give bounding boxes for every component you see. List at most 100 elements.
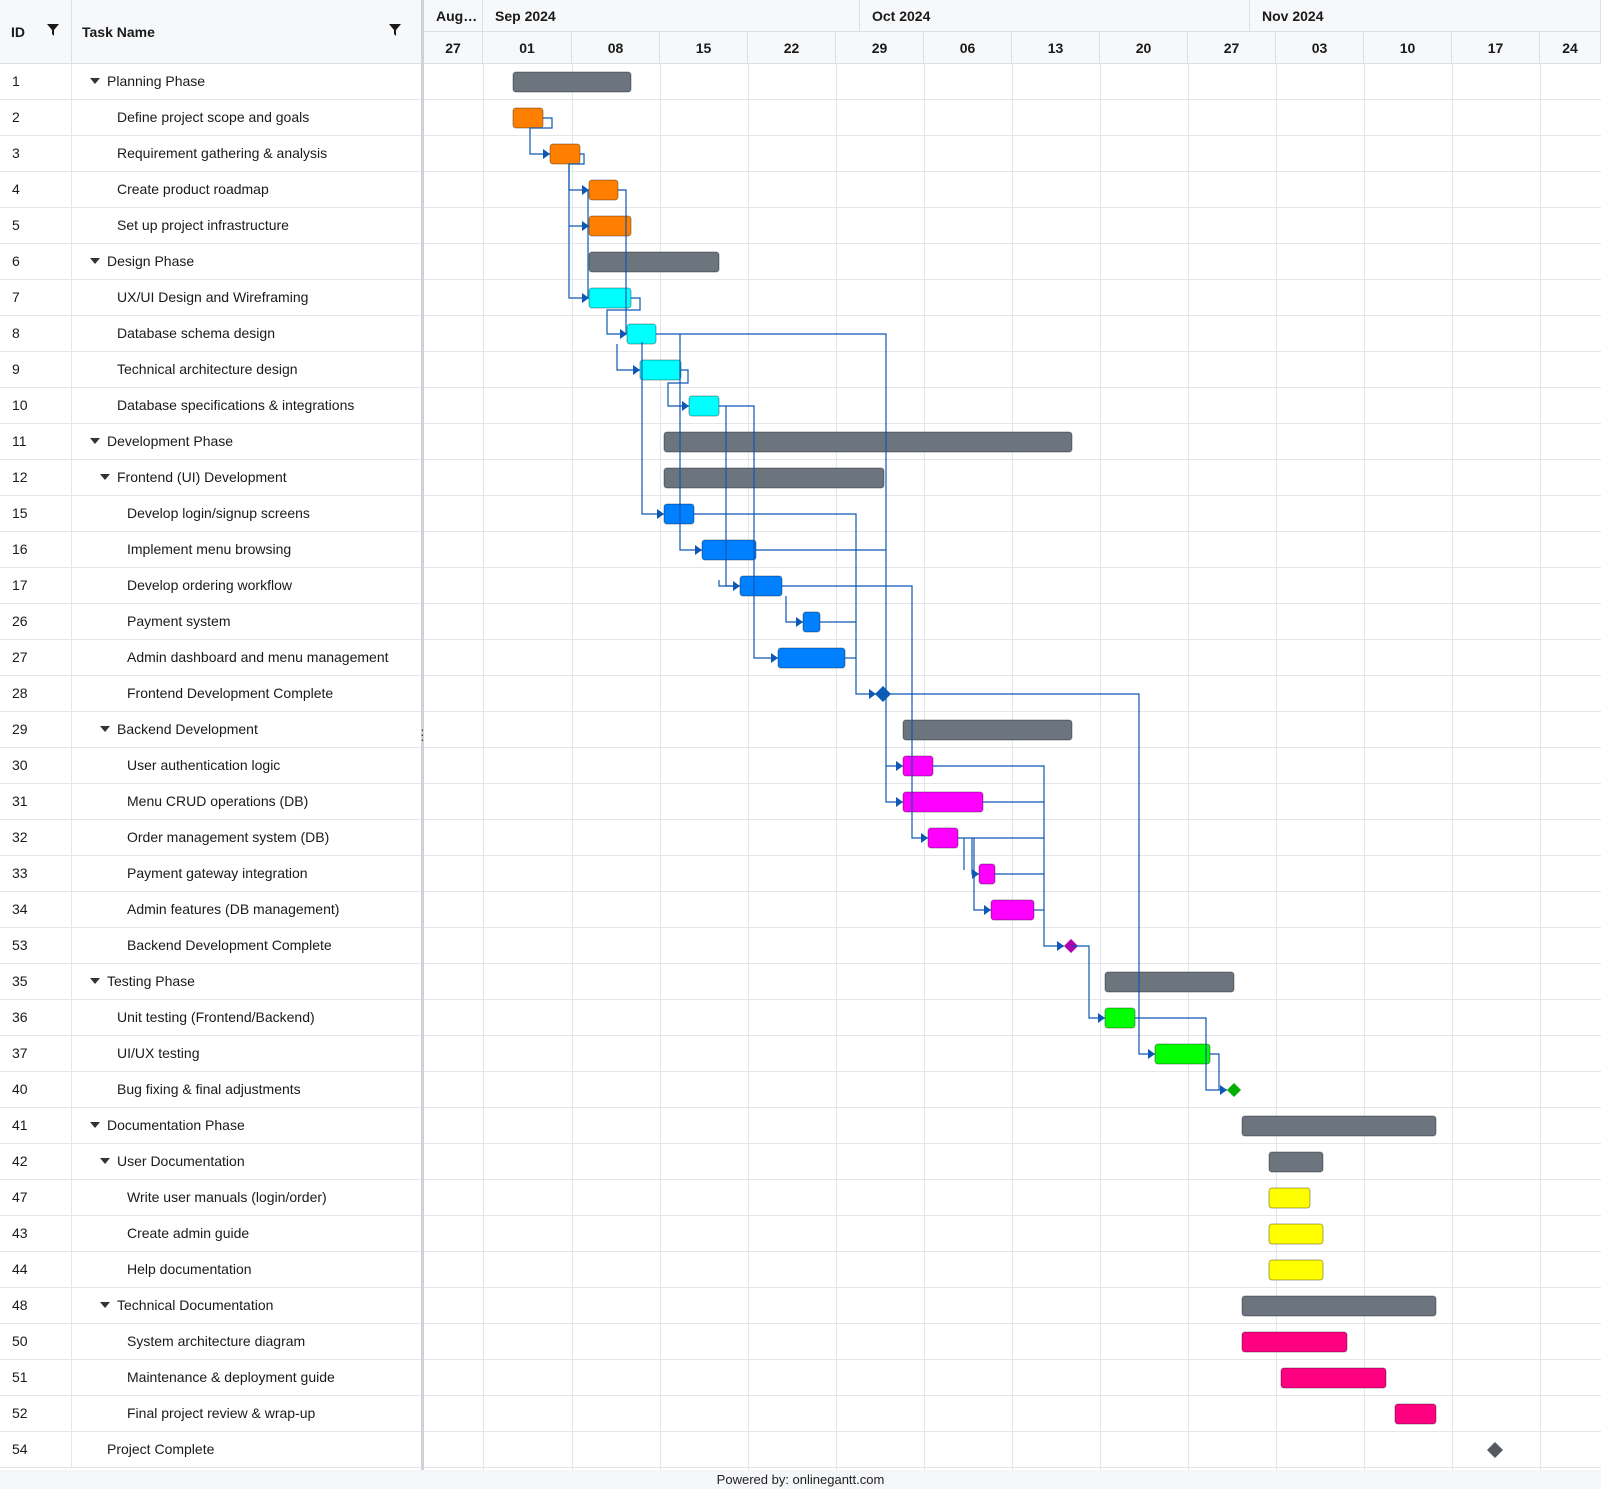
summary-bar[interactable]	[902, 719, 1073, 741]
task-row[interactable]: 43 Create admin guide	[0, 1216, 422, 1252]
summary-bar[interactable]	[588, 251, 720, 273]
task-row[interactable]: 1 Planning Phase	[0, 64, 422, 100]
task-row[interactable]: 29 Backend Development	[0, 712, 422, 748]
grid-splitter[interactable]	[421, 0, 424, 1470]
task-row[interactable]: 30 User authentication logic	[0, 748, 422, 784]
summary-bar[interactable]	[663, 467, 885, 489]
task-row[interactable]: 54 Project Complete	[0, 1432, 422, 1468]
task-id: 15	[0, 496, 72, 531]
collapse-caret-icon[interactable]	[90, 78, 100, 84]
collapse-caret-icon[interactable]	[90, 978, 100, 984]
task-bar[interactable]	[1394, 1403, 1437, 1425]
task-row[interactable]: 28 Frontend Development Complete	[0, 676, 422, 712]
summary-bar[interactable]	[1241, 1115, 1437, 1137]
task-name-cell: Order management system (DB)	[72, 820, 422, 855]
task-bar[interactable]	[639, 359, 682, 381]
task-row[interactable]: 6 Design Phase	[0, 244, 422, 280]
collapse-caret-icon[interactable]	[100, 1302, 110, 1308]
summary-bar[interactable]	[1104, 971, 1235, 993]
task-row[interactable]: 41 Documentation Phase	[0, 1108, 422, 1144]
task-row[interactable]: 3 Requirement gathering & analysis	[0, 136, 422, 172]
dependency-link	[568, 153, 589, 191]
task-row[interactable]: 44 Help documentation	[0, 1252, 422, 1288]
task-bar[interactable]	[1104, 1007, 1136, 1029]
task-name-filter-icon[interactable]	[388, 23, 402, 37]
task-bar[interactable]	[990, 899, 1035, 921]
task-bar[interactable]	[1268, 1259, 1324, 1281]
task-row[interactable]: 12 Frontend (UI) Development	[0, 460, 422, 496]
task-row[interactable]: 11 Development Phase	[0, 424, 422, 460]
task-row[interactable]: 15 Develop login/signup screens	[0, 496, 422, 532]
summary-bar[interactable]	[512, 71, 632, 93]
task-row[interactable]: 52 Final project review & wrap-up	[0, 1396, 422, 1432]
task-row[interactable]: 4 Create product roadmap	[0, 172, 422, 208]
task-bar[interactable]	[588, 287, 632, 309]
task-name-cell: Documentation Phase	[72, 1108, 422, 1143]
task-row[interactable]: 47 Write user manuals (login/order)	[0, 1180, 422, 1216]
task-bar[interactable]	[701, 539, 757, 561]
task-row[interactable]: 48 Technical Documentation	[0, 1288, 422, 1324]
task-row[interactable]: 33 Payment gateway integration	[0, 856, 422, 892]
task-row[interactable]: 26 Payment system	[0, 604, 422, 640]
task-row[interactable]: 9 Technical architecture design	[0, 352, 422, 388]
task-bar[interactable]	[777, 647, 846, 669]
collapse-caret-icon[interactable]	[90, 258, 100, 264]
task-bar[interactable]	[1280, 1367, 1387, 1389]
task-row[interactable]: 51 Maintenance & deployment guide	[0, 1360, 422, 1396]
collapse-caret-icon[interactable]	[100, 474, 110, 480]
task-row[interactable]: 8 Database schema design	[0, 316, 422, 352]
task-id: 32	[0, 820, 72, 855]
dependency-arrow	[1098, 1013, 1105, 1023]
id-filter-icon[interactable]	[46, 23, 60, 37]
task-row[interactable]: 35 Testing Phase	[0, 964, 422, 1000]
task-row[interactable]: 17 Develop ordering workflow	[0, 568, 422, 604]
task-bar[interactable]	[512, 107, 544, 129]
task-bar[interactable]	[902, 791, 984, 813]
task-bar[interactable]	[902, 755, 934, 777]
task-row[interactable]: 31 Menu CRUD operations (DB)	[0, 784, 422, 820]
id-column-header[interactable]: ID	[0, 0, 72, 64]
task-bar[interactable]	[1268, 1187, 1311, 1209]
task-bar[interactable]	[1268, 1223, 1324, 1245]
task-row[interactable]: 10 Database specifications & integrations	[0, 388, 422, 424]
task-bar[interactable]	[663, 503, 695, 525]
task-row[interactable]: 34 Admin features (DB management)	[0, 892, 422, 928]
task-row[interactable]: 40 Bug fixing & final adjustments	[0, 1072, 422, 1108]
dependency-arrow	[1148, 1049, 1155, 1059]
task-row[interactable]: 7 UX/UI Design and Wireframing	[0, 280, 422, 316]
task-row[interactable]: 37 UI/UX testing	[0, 1036, 422, 1072]
task-row[interactable]: 27 Admin dashboard and menu management	[0, 640, 422, 676]
task-row[interactable]: 32 Order management system (DB)	[0, 820, 422, 856]
task-row[interactable]: 5 Set up project infrastructure	[0, 208, 422, 244]
task-bar[interactable]	[549, 143, 581, 165]
task-bar[interactable]	[978, 863, 996, 885]
task-bar[interactable]	[739, 575, 783, 597]
collapse-caret-icon[interactable]	[100, 1158, 110, 1164]
summary-bar[interactable]	[1268, 1151, 1324, 1173]
task-row[interactable]: 36 Unit testing (Frontend/Backend)	[0, 1000, 422, 1036]
collapse-caret-icon[interactable]	[90, 438, 100, 444]
task-bar[interactable]	[1241, 1331, 1348, 1353]
task-bar[interactable]	[802, 611, 821, 633]
collapse-caret-icon[interactable]	[100, 726, 110, 732]
milestone-diamond[interactable]	[1227, 1083, 1241, 1097]
task-row[interactable]: 42 User Documentation	[0, 1144, 422, 1180]
task-bar[interactable]	[688, 395, 720, 417]
task-name-column-header[interactable]: Task Name	[72, 0, 422, 64]
task-name-cell: Maintenance & deployment guide	[72, 1360, 422, 1395]
summary-bar[interactable]	[663, 431, 1073, 453]
task-row[interactable]: 2 Define project scope and goals	[0, 100, 422, 136]
summary-bar[interactable]	[1241, 1295, 1437, 1317]
task-bar[interactable]	[626, 323, 657, 345]
task-row[interactable]: 50 System architecture diagram	[0, 1324, 422, 1360]
collapse-caret-icon[interactable]	[90, 1122, 100, 1128]
task-bar[interactable]	[588, 215, 632, 237]
task-bar[interactable]	[927, 827, 959, 849]
task-row[interactable]: 16 Implement menu browsing	[0, 532, 422, 568]
task-row[interactable]: 53 Backend Development Complete	[0, 928, 422, 964]
task-id: 4	[0, 172, 72, 207]
task-bar[interactable]	[588, 179, 619, 201]
milestone-diamond[interactable]	[1487, 1442, 1503, 1458]
task-bar[interactable]	[1154, 1043, 1211, 1065]
splitter-handle-icon[interactable]: · · ·	[420, 721, 425, 747]
